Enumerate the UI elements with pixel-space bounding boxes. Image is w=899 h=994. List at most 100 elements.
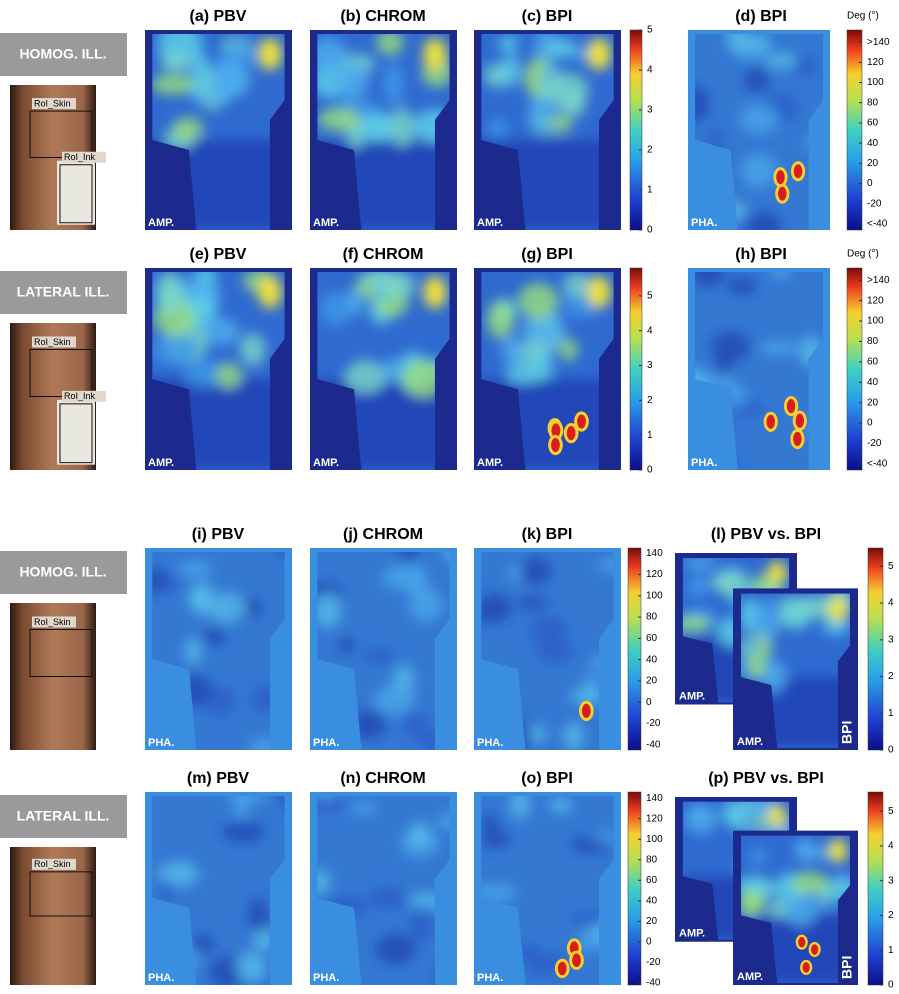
colorbar	[868, 548, 883, 750]
spot	[778, 187, 787, 201]
blob	[369, 887, 410, 909]
panel-tag: AMP.	[679, 690, 705, 702]
spot	[794, 164, 803, 178]
colorbar-tick-label: 3	[647, 105, 653, 116]
panel-tag: AMP.	[148, 217, 174, 229]
blob	[423, 38, 447, 70]
spot	[766, 415, 775, 429]
colorbar-tick-label: 4	[888, 841, 894, 852]
blob	[711, 332, 751, 361]
blob	[520, 557, 552, 585]
panel-title: (g) BPI	[521, 246, 573, 263]
panel-title: (b) CHROM	[340, 8, 425, 25]
blob	[502, 337, 523, 366]
colorbar-tick-label: 4	[888, 598, 894, 609]
panel-tag: AMP.	[477, 217, 503, 229]
panel-title: (c) BPI	[522, 8, 573, 25]
blob	[227, 790, 268, 803]
panel-name: BPI	[839, 721, 855, 744]
spot	[803, 962, 810, 973]
spot	[551, 438, 560, 452]
spot	[811, 944, 818, 955]
blob	[544, 72, 588, 107]
roi-label: RoI_Skin	[34, 617, 71, 627]
blob	[317, 108, 361, 131]
panel-title: (n) CHROM	[340, 770, 425, 787]
blob	[499, 35, 519, 52]
colorbar-tick-label: 100	[867, 316, 884, 327]
blob	[587, 38, 611, 70]
blob	[741, 637, 759, 655]
blob	[248, 898, 268, 932]
colorbar-tick-label: 120	[867, 57, 884, 68]
blob	[383, 358, 401, 383]
row-label: HOMOG. ILL.	[19, 46, 106, 62]
colorbar-tick-label: 40	[867, 138, 879, 149]
panel-title: (l) PBV vs. BPI	[711, 526, 821, 543]
blob	[208, 593, 247, 623]
row-label: LATERAL ILL.	[17, 284, 110, 300]
blob	[738, 889, 760, 917]
colorbar-tick-label: <-40	[867, 459, 888, 470]
ink-patch	[57, 400, 95, 465]
spot	[787, 399, 796, 413]
blob	[682, 86, 709, 122]
blob	[216, 362, 242, 388]
blob	[547, 39, 576, 58]
colorbar-tick-label: 4	[647, 325, 653, 336]
blob	[560, 338, 578, 361]
blob	[530, 616, 568, 647]
colorbar-tick-label: 4	[647, 65, 653, 76]
colorbar-tick-label: 100	[867, 77, 884, 88]
blob	[362, 649, 397, 663]
blob	[792, 871, 829, 894]
spot	[567, 426, 576, 440]
blob	[806, 892, 823, 910]
colorbar-tick-label: 60	[867, 118, 879, 129]
blob	[236, 952, 266, 983]
blob	[191, 54, 211, 96]
blob	[687, 574, 708, 599]
colorbar-tick-label: 0	[646, 937, 652, 948]
panel-tag: PHA.	[313, 737, 339, 749]
blob	[375, 934, 416, 964]
colorbar-tick-label: 40	[646, 895, 658, 906]
blob	[740, 104, 779, 133]
blob	[172, 117, 203, 140]
panel-tag: PHA.	[691, 457, 717, 469]
panel-tag: PHA.	[148, 972, 174, 984]
blob	[320, 291, 350, 326]
blob	[156, 271, 185, 313]
blob	[722, 800, 747, 827]
colorbar-tick-label: 40	[646, 654, 658, 665]
blob	[379, 271, 415, 298]
blob	[408, 910, 433, 942]
colorbar-tick-label: 5	[647, 25, 653, 36]
colorbar-tick-label: 100	[646, 834, 663, 845]
panel-tag: AMP.	[679, 928, 705, 940]
blob	[587, 276, 611, 308]
blob	[258, 38, 282, 70]
blob	[481, 815, 499, 831]
panel-title: (e) PBV	[190, 246, 247, 263]
colorbar-tick-label: -20	[646, 957, 661, 968]
panel-tag: PHA.	[477, 737, 503, 749]
panel-tag: AMP.	[148, 457, 174, 469]
colorbar-tick-label: 0	[867, 178, 873, 189]
blob	[151, 74, 197, 95]
blob	[744, 68, 770, 92]
blob	[516, 597, 548, 609]
blob	[185, 638, 202, 665]
colorbar-title: Deg (°)	[847, 249, 879, 260]
colorbar-tick-label: 0	[646, 697, 652, 708]
blob	[794, 838, 815, 862]
blob	[338, 638, 355, 653]
blob	[749, 212, 781, 244]
colorbar-tick-label: 60	[867, 356, 879, 367]
colorbar-tick-label: 120	[646, 569, 663, 580]
panel-tag: AMP.	[477, 457, 503, 469]
panel-tag: AMP.	[737, 736, 763, 748]
panel-tag: PHA.	[691, 217, 717, 229]
blob	[488, 119, 508, 137]
spot	[572, 953, 581, 967]
